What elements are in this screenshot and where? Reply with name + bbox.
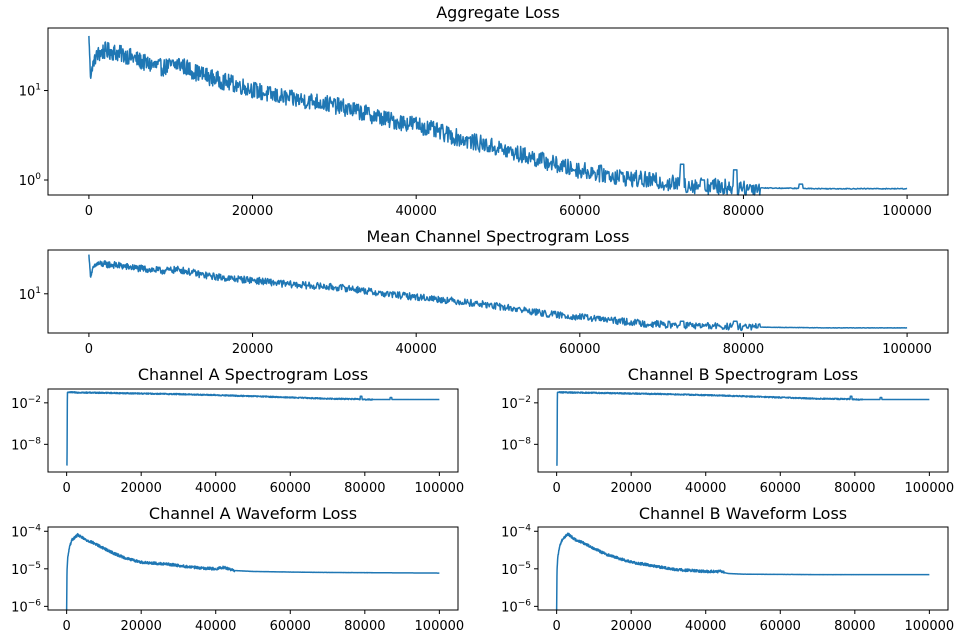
chan-b-wave-loss-line <box>555 532 930 610</box>
chan-a-spec-x-tick-label: 100000 <box>415 481 465 496</box>
chan-a-spec-y-tick-label: 10−8 <box>11 436 41 453</box>
chan-a-spec-y-tick-label: 10−2 <box>11 395 41 412</box>
chan-a-wave-loss-line <box>65 532 440 610</box>
chan-a-wave-x-tick-label: 40000 <box>195 619 236 634</box>
chan-a-wave-y-tick-label: 10−5 <box>11 561 41 578</box>
chan-b-spec-x-tick-label: 80000 <box>834 481 875 496</box>
chan-b-wave-y-tick-label: 10−5 <box>501 561 531 578</box>
chan-b-spec-axes-frame <box>537 388 949 473</box>
channel-a-waveform-loss-panel: Channel A Waveform Loss 0 20000 40000 60000… <box>11 504 464 634</box>
chan-a-spec-x-tick-label: 60000 <box>270 481 311 496</box>
aggregate-x-tick-label: 40000 <box>396 204 437 219</box>
aggregate-x-tick-label: 20000 <box>232 204 273 219</box>
aggregate-loss-title: Aggregate Loss <box>436 3 560 22</box>
chan-a-wave-x-tick-label: 20000 <box>121 619 162 634</box>
chan-a-wave-y-tick-label: 10−4 <box>11 523 41 540</box>
chan-b-wave-x-tick-label: 80000 <box>834 619 875 634</box>
chan-a-spec-x-tick-label: 20000 <box>121 481 162 496</box>
chan-a-spec-axes-frame <box>47 388 459 473</box>
aggregate-x-tick-label: 60000 <box>559 204 600 219</box>
aggregate-x-tick-label: 80000 <box>723 204 764 219</box>
chan-b-spec-x-tick-label: 20000 <box>611 481 652 496</box>
mean-spec-x-tick-label: 80000 <box>723 342 764 357</box>
chan-a-wave-x-tick-label: 100000 <box>415 619 465 634</box>
channel-b-waveform-loss-title: Channel B Waveform Loss <box>639 504 847 523</box>
channel-b-waveform-loss-panel: Channel B Waveform Loss 0 20000 40000 60000… <box>501 504 954 634</box>
chan-b-wave-x-tick-label: 40000 <box>685 619 726 634</box>
chan-b-wave-x-tick-label: 20000 <box>611 619 652 634</box>
chan-a-wave-x-tick-label: 80000 <box>344 619 385 634</box>
chan-a-spec-x-tick-label: 40000 <box>195 481 236 496</box>
chan-a-wave-y-tick-label: 10−6 <box>11 598 41 615</box>
mean-spec-x-tick-label: 20000 <box>232 342 273 357</box>
aggregate-loss-panel: Aggregate Loss 0 20000 40000 60000 80000 1000… <box>19 3 949 219</box>
channel-b-spectrogram-loss-title: Channel B Spectrogram Loss <box>628 365 858 384</box>
mean-spec-x-tick-label: 100000 <box>882 342 932 357</box>
mean-spectrogram-loss-title: Mean Channel Spectrogram Loss <box>367 227 630 246</box>
chan-b-spec-x-tick-label: 100000 <box>905 481 955 496</box>
chan-b-wave-x-tick-label: 60000 <box>760 619 801 634</box>
mean-spec-x-tick-label: 60000 <box>559 342 600 357</box>
aggregate-axes-frame <box>47 27 949 196</box>
mean-spec-x-tick-label: 0 <box>85 342 93 357</box>
chan-a-spec-x-tick-label: 0 <box>62 481 70 496</box>
aggregate-y-tick-label: 101 <box>19 83 41 100</box>
chan-a-wave-x-tick-label: 60000 <box>270 619 311 634</box>
chan-a-wave-x-tick-label: 0 <box>62 619 70 634</box>
chan-b-spec-x-tick-label: 0 <box>552 481 560 496</box>
aggregate-x-tick-label: 0 <box>85 204 93 219</box>
channel-a-waveform-loss-title: Channel A Waveform Loss <box>149 504 357 523</box>
mean-spectrogram-loss-panel: Mean Channel Spectrogram Loss 0 20000 4000… <box>19 227 949 357</box>
chan-a-spec-x-tick-label: 80000 <box>344 481 385 496</box>
chan-b-wave-x-tick-label: 100000 <box>905 619 955 634</box>
channel-a-spectrogram-loss-title: Channel A Spectrogram Loss <box>138 365 368 384</box>
aggregate-x-tick-label: 100000 <box>882 204 932 219</box>
chan-b-spec-x-tick-label: 60000 <box>760 481 801 496</box>
chan-b-spec-x-tick-label: 40000 <box>685 481 726 496</box>
channel-b-spectrogram-loss-panel: Channel B Spectrogram Loss 0 20000 40000 60… <box>501 365 954 496</box>
aggregate-loss-line <box>88 35 908 196</box>
mean-spec-y-tick-label: 101 <box>19 286 41 303</box>
mean-spec-loss-line <box>88 254 908 332</box>
chan-b-wave-y-tick-label: 10−4 <box>501 523 531 540</box>
chan-a-spec-loss-line <box>65 391 440 466</box>
mean-spec-axes-frame <box>47 249 949 334</box>
channel-a-spectrogram-loss-panel: Channel A Spectrogram Loss 0 20000 40000 60… <box>11 365 464 496</box>
aggregate-y-tick-label: 100 <box>19 172 42 189</box>
mean-spec-x-tick-label: 40000 <box>396 342 437 357</box>
chan-b-spec-y-tick-label: 10−2 <box>501 395 531 412</box>
chan-b-wave-x-tick-label: 0 <box>552 619 560 634</box>
chan-b-wave-y-tick-label: 10−6 <box>501 598 531 615</box>
chan-b-spec-loss-line <box>555 391 930 466</box>
chan-b-spec-y-tick-label: 10−8 <box>501 436 531 453</box>
